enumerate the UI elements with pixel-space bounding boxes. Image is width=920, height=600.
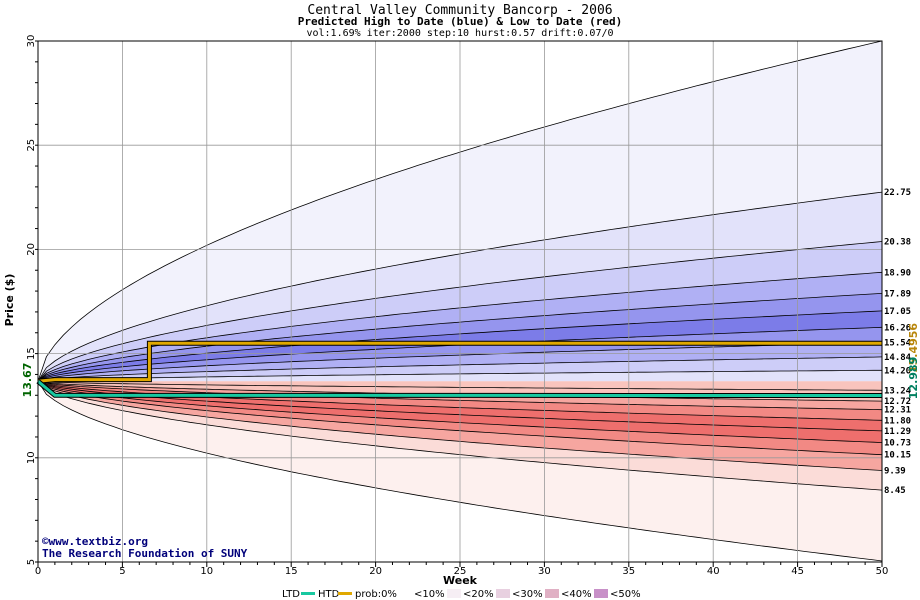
x-axis-title: Week — [443, 574, 478, 587]
legend-50-label: <50% — [610, 589, 641, 600]
legend-swatch-30 — [545, 589, 559, 598]
ltd-end-label: 12.989 — [907, 357, 920, 399]
y-tick-label-25: 25 — [26, 139, 37, 152]
chart-subtitle: Predicted High to Date (blue) & Low to D… — [298, 15, 623, 28]
band-end-label-7: 15.54 — [884, 338, 912, 348]
legend-swatch-40 — [594, 589, 608, 598]
band-end-label-8: 14.84 — [884, 353, 912, 363]
legend-30-label: <30% — [512, 589, 543, 600]
band-end-label-6: 16.26 — [884, 323, 911, 333]
lower-band-3 — [38, 381, 882, 431]
band-end-labels: 22.75 20.38 18.90 17.89 17.05 16.26 15.54 14.84… — [884, 188, 912, 496]
upper-band-2 — [38, 241, 882, 382]
x-tick-label-10: 10 — [200, 566, 213, 577]
legend-40-label: <40% — [561, 589, 592, 600]
grid-lines — [38, 41, 882, 562]
lower-band-4 — [38, 381, 882, 443]
y-tick-label-10: 10 — [26, 451, 37, 464]
legend-10-label: <10% — [414, 589, 445, 600]
foundation-text: The Research Foundation of SUNY — [42, 547, 248, 560]
x-tick-label-35: 35 — [622, 566, 635, 577]
lower-band-7 — [38, 381, 882, 491]
band-end-label-16: 10.15 — [884, 451, 911, 461]
upper-band-5 — [38, 310, 882, 382]
htd-ltd-series — [36, 340, 883, 398]
x-tick-label-50: 50 — [876, 566, 889, 577]
band-end-label-5: 17.05 — [884, 307, 911, 317]
x-tick-label-20: 20 — [369, 566, 382, 577]
lower-band-5 — [38, 381, 882, 455]
band-end-label-4: 17.89 — [884, 289, 911, 299]
x-tick-label-30: 30 — [538, 566, 551, 577]
lower-band-6 — [38, 381, 882, 471]
y-axis-ticks: 5 10 15 20 25 30 — [26, 35, 38, 565]
chart-params: vol:1.69% iter:2000 step:10 hurst:0.57 d… — [306, 28, 613, 39]
band-end-label-14: 11.29 — [884, 427, 911, 437]
legend-swatch-0 — [398, 589, 412, 598]
x-tick-label-40: 40 — [707, 566, 720, 577]
y-tick-label-20: 20 — [26, 243, 37, 256]
legend: LTD HTD prob:0% <10% <20% <30% <40% <50% — [282, 589, 641, 600]
legend-ltd-swatch — [301, 592, 315, 595]
x-tick-label-45: 45 — [791, 566, 804, 577]
band-end-label-3: 18.90 — [884, 268, 911, 278]
x-tick-label-15: 15 — [285, 566, 298, 577]
band-end-label-12: 12.31 — [884, 406, 911, 416]
upper-band-4 — [38, 293, 882, 382]
copyright-text: ©www.textbiz.org — [42, 535, 148, 548]
band-end-label-11: 12.72 — [884, 397, 911, 407]
band-end-label-15: 10.73 — [884, 439, 911, 449]
y-tick-label-5: 5 — [26, 559, 37, 565]
band-end-label-9: 14.20 — [884, 366, 911, 376]
legend-swatch-20 — [496, 589, 510, 598]
ltd-line — [37, 380, 883, 397]
legend-20-label: <20% — [463, 589, 494, 600]
x-tick-label-5: 5 — [119, 566, 125, 577]
x-axis-ticks: 0 5 10 15 20 25 30 35 40 45 50 — [35, 562, 889, 577]
y-axis-title: Price ($) — [3, 274, 16, 327]
x-tick-label-25: 25 — [454, 566, 467, 577]
band-end-label-1: 22.75 — [884, 188, 911, 198]
htd-end-label: 15.4956 — [907, 323, 920, 373]
legend-prob-label: prob:0% — [355, 589, 397, 600]
legend-htd-swatch — [338, 592, 352, 595]
htd-line — [37, 341, 882, 383]
band-end-label-10: 13.24 — [884, 386, 912, 396]
upper-band-3 — [38, 272, 882, 382]
band-end-label-13: 11.80 — [884, 416, 911, 426]
legend-ltd-label: LTD — [282, 589, 300, 600]
y-tick-label-30: 30 — [26, 35, 37, 48]
band-end-label-2: 20.38 — [884, 237, 911, 247]
band-end-label-18: 8.45 — [884, 486, 906, 496]
y-tick-label-15: 15 — [26, 347, 37, 360]
band-end-label-17: 9.39 — [884, 467, 906, 477]
chart-title: Central Valley Community Bancorp - 2006 — [307, 3, 612, 18]
start-price-label: 13.67 — [21, 363, 34, 398]
legend-swatch-10 — [447, 589, 461, 598]
legend-htd-label: HTD — [318, 589, 340, 600]
x-tick-label-0: 0 — [35, 566, 41, 577]
